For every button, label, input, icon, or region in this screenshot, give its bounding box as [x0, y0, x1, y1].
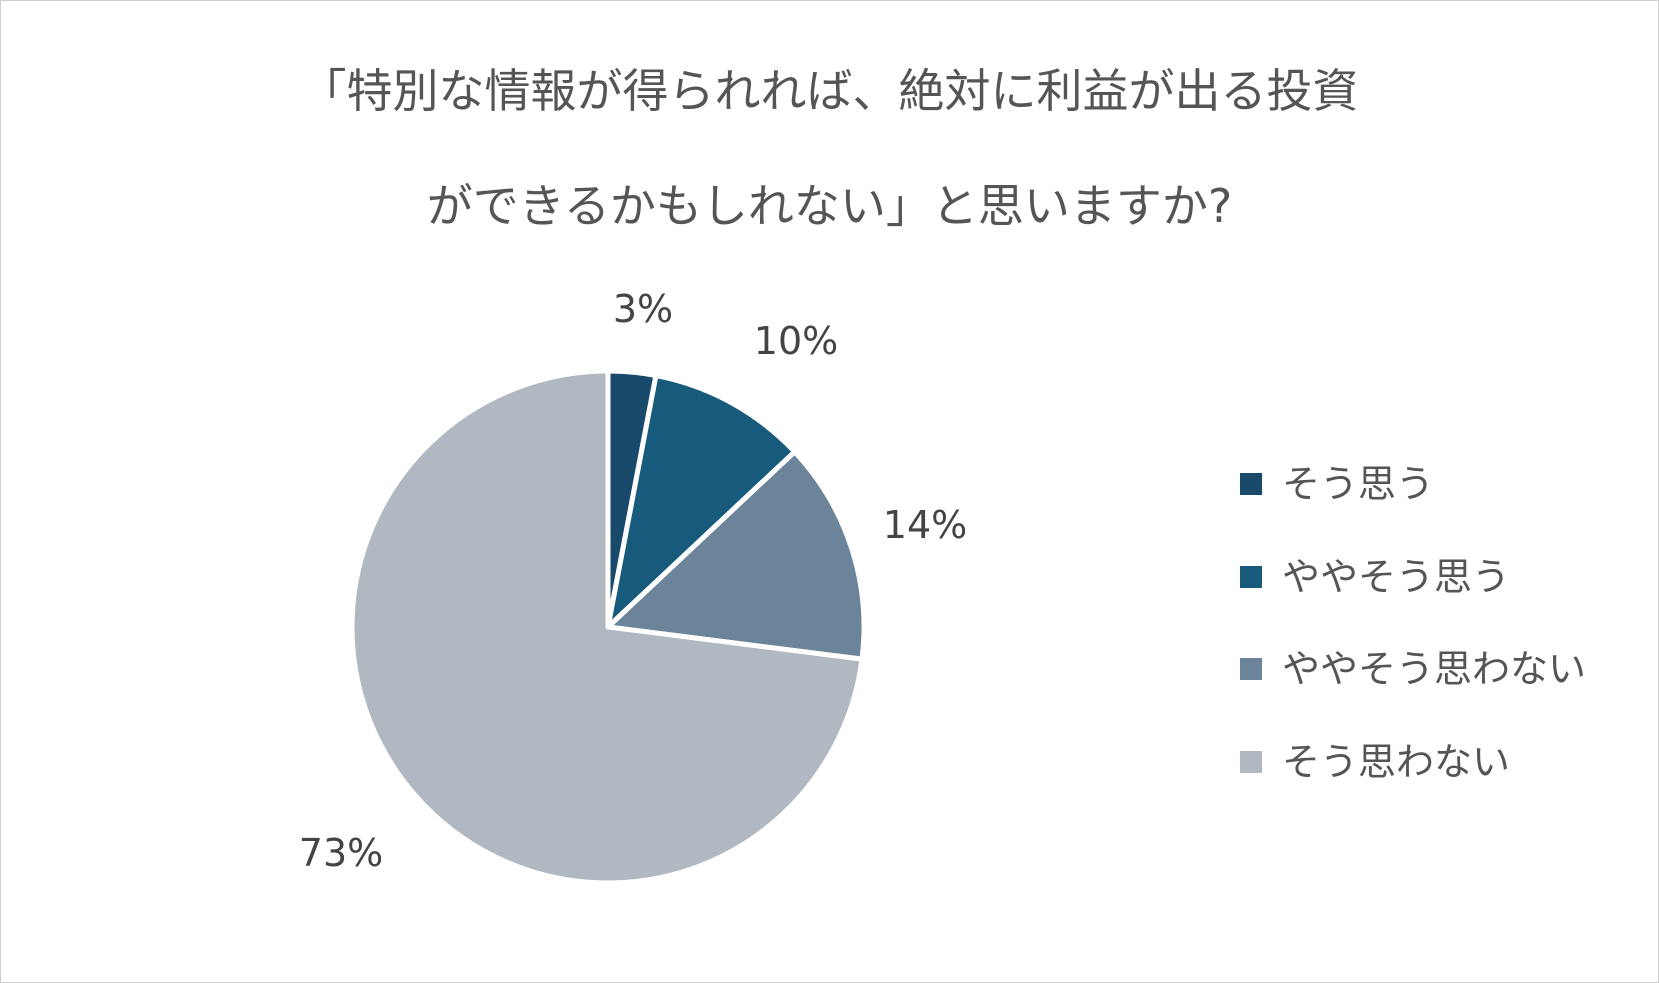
data-label-3: 14%	[883, 503, 967, 547]
data-label-4: 73%	[299, 831, 383, 875]
legend-swatch-1	[1240, 473, 1262, 495]
pie-slice-3	[605, 449, 867, 662]
pie-slice-4	[349, 368, 865, 886]
data-label-2: 10%	[754, 319, 838, 363]
legend-label-3: ややそう思わない	[1282, 647, 1587, 691]
data-label-1: 3%	[613, 287, 673, 331]
legend-label-2: ややそう思う	[1282, 555, 1511, 599]
chart-title-line-2: ができるかもしれない」と思いますか?	[426, 179, 1233, 233]
chart-title-line-1: 「特別な情報が得られれば、絶対に利益が出る投資	[300, 64, 1359, 118]
legend-label-4: そう思わない	[1282, 740, 1511, 784]
legend-item-2: ややそう思う	[1240, 557, 1510, 597]
legend-item-4: そう思わない	[1240, 742, 1510, 782]
legend-swatch-3	[1240, 658, 1262, 680]
pie-slice-2	[605, 373, 798, 630]
legend-item-3: ややそう思わない	[1240, 649, 1586, 689]
legend-label-1: そう思う	[1282, 462, 1435, 506]
legend-swatch-2	[1240, 566, 1262, 588]
legend-swatch-4	[1240, 751, 1262, 773]
legend-item-1: そう思う	[1240, 464, 1434, 504]
